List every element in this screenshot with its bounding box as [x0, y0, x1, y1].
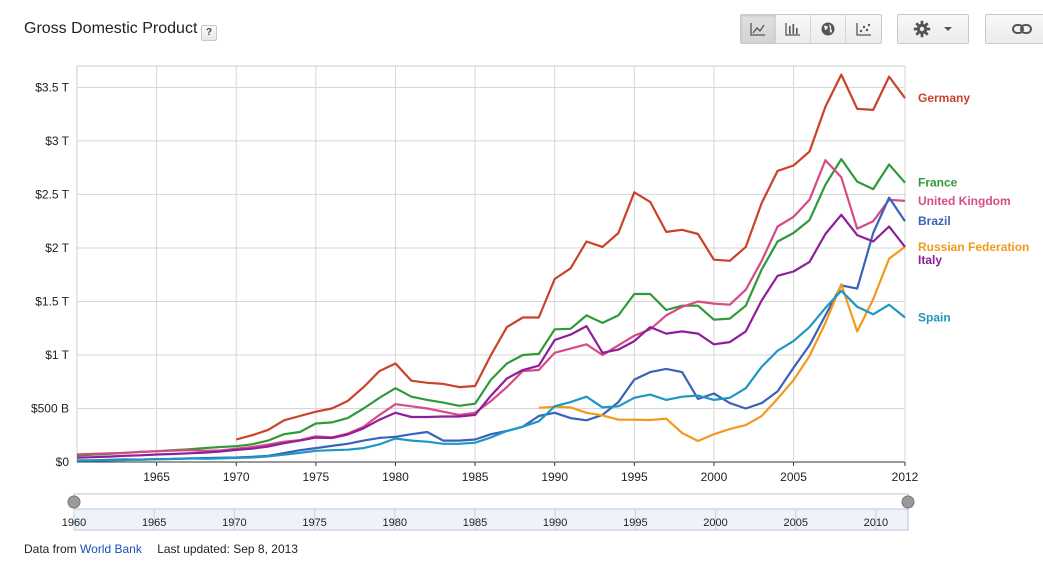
slider-tick-label: 1975 — [302, 517, 326, 529]
y-tick-label: $2.5 T — [35, 187, 69, 201]
slider-tick-label: 2010 — [864, 517, 888, 529]
series-line-germany — [235, 73, 906, 441]
slider-tick-label: 2005 — [783, 517, 807, 529]
slider-tick-label: 1965 — [142, 517, 166, 529]
y-tick-label: $3.5 T — [35, 80, 69, 94]
page-title: Gross Domestic Product — [24, 20, 198, 37]
slider-tick-label: 1990 — [543, 517, 567, 529]
bar-chart-icon — [785, 23, 800, 36]
line-chart-icon — [750, 23, 765, 36]
y-tick-label: $1.5 T — [35, 294, 69, 308]
legend-label-spain: Spain — [918, 311, 951, 325]
slider-tick-label: 1980 — [383, 517, 407, 529]
series-line-united-kingdom — [76, 159, 906, 456]
legend-label-united-kingdom: United Kingdom — [918, 194, 1011, 208]
chart-type-toolbar — [740, 14, 882, 44]
y-tick-label: $500 B — [31, 401, 69, 415]
source-prefix: Data from — [24, 542, 77, 556]
settings-dropdown[interactable] — [897, 14, 969, 44]
settings-button[interactable] — [898, 15, 968, 43]
series-legend: Germany France United Kingdom Brazil Russian… — [918, 91, 1029, 324]
slider-tick-label: 1960 — [62, 517, 86, 529]
series-line-france — [76, 158, 906, 457]
y-tick-label: $3 T — [45, 134, 69, 148]
scatter-plot-icon — [855, 23, 871, 36]
slider-range-band — [73, 493, 909, 510]
legend-label-france: France — [918, 176, 958, 190]
series-line-brazil — [77, 196, 906, 462]
x-tick-label: 2005 — [780, 470, 807, 484]
line-chart-button[interactable] — [741, 15, 776, 43]
y-tick-label: $2 T — [45, 241, 69, 255]
x-axis-ticks: 1965 1970 1975 1980 1985 1990 1995 2000 2005 2012 — [143, 470, 918, 484]
series-line-spain — [76, 289, 906, 462]
x-tick-label: 1995 — [621, 470, 648, 484]
y-tick-label: $1 T — [45, 348, 69, 362]
plot-frame — [76, 65, 906, 463]
x-tick-label: 1975 — [302, 470, 329, 484]
y-tick-label: $0 — [56, 455, 70, 469]
legend-label-germany: Germany — [918, 91, 970, 105]
bar-chart-button[interactable] — [776, 15, 811, 43]
footer: Data from World Bank Last updated: Sep 8… — [24, 542, 298, 556]
x-tick-label: 1970 — [223, 470, 250, 484]
slider-tick-label: 1985 — [463, 517, 487, 529]
link-button[interactable] — [985, 14, 1043, 44]
chevron-down-icon — [944, 27, 952, 31]
x-tick-label: 1990 — [541, 470, 568, 484]
slider-end-handle[interactable] — [901, 495, 915, 509]
legend-label-russian-federation: Russian Federation — [918, 240, 1029, 254]
series-lines — [76, 73, 906, 462]
slider-tick-label: 1970 — [222, 517, 246, 529]
y-axis-ticks: $0 $500 B $1 T $1.5 T $2 T $2.5 T $3 T $3.5 T — [31, 80, 70, 469]
legend-label-brazil: Brazil — [918, 214, 951, 228]
link-button-inner[interactable] — [986, 15, 1043, 43]
gear-icon — [913, 20, 931, 38]
globe-map-icon — [821, 22, 835, 36]
link-icon — [1012, 24, 1032, 34]
x-tick-label: 1980 — [382, 470, 409, 484]
last-updated: Last updated: Sep 8, 2013 — [157, 542, 298, 556]
x-tick-label: 2012 — [892, 470, 919, 484]
help-button[interactable]: ? — [201, 25, 217, 41]
x-tick-label: 2000 — [701, 470, 728, 484]
slider-tick-label: 2000 — [703, 517, 727, 529]
legend-label-italy: Italy — [918, 253, 942, 267]
chart-grid — [76, 65, 906, 466]
series-line-italy — [76, 213, 906, 459]
time-range-slider: 1960 1965 1970 1975 1980 1985 1990 1995 2000 2005… — [62, 493, 915, 531]
gdp-line-chart: $0 $500 B $1 T $1.5 T $2 T $2.5 T $3 T $3.5 T 1… — [31, 65, 1029, 531]
x-tick-label: 1965 — [143, 470, 170, 484]
world-bank-link[interactable]: World Bank — [80, 542, 142, 556]
scatter-chart-button[interactable] — [846, 15, 881, 43]
slider-tick-label: 1995 — [623, 517, 647, 529]
map-chart-button[interactable] — [811, 15, 846, 43]
slider-start-handle[interactable] — [67, 495, 81, 509]
x-tick-label: 1985 — [462, 470, 489, 484]
